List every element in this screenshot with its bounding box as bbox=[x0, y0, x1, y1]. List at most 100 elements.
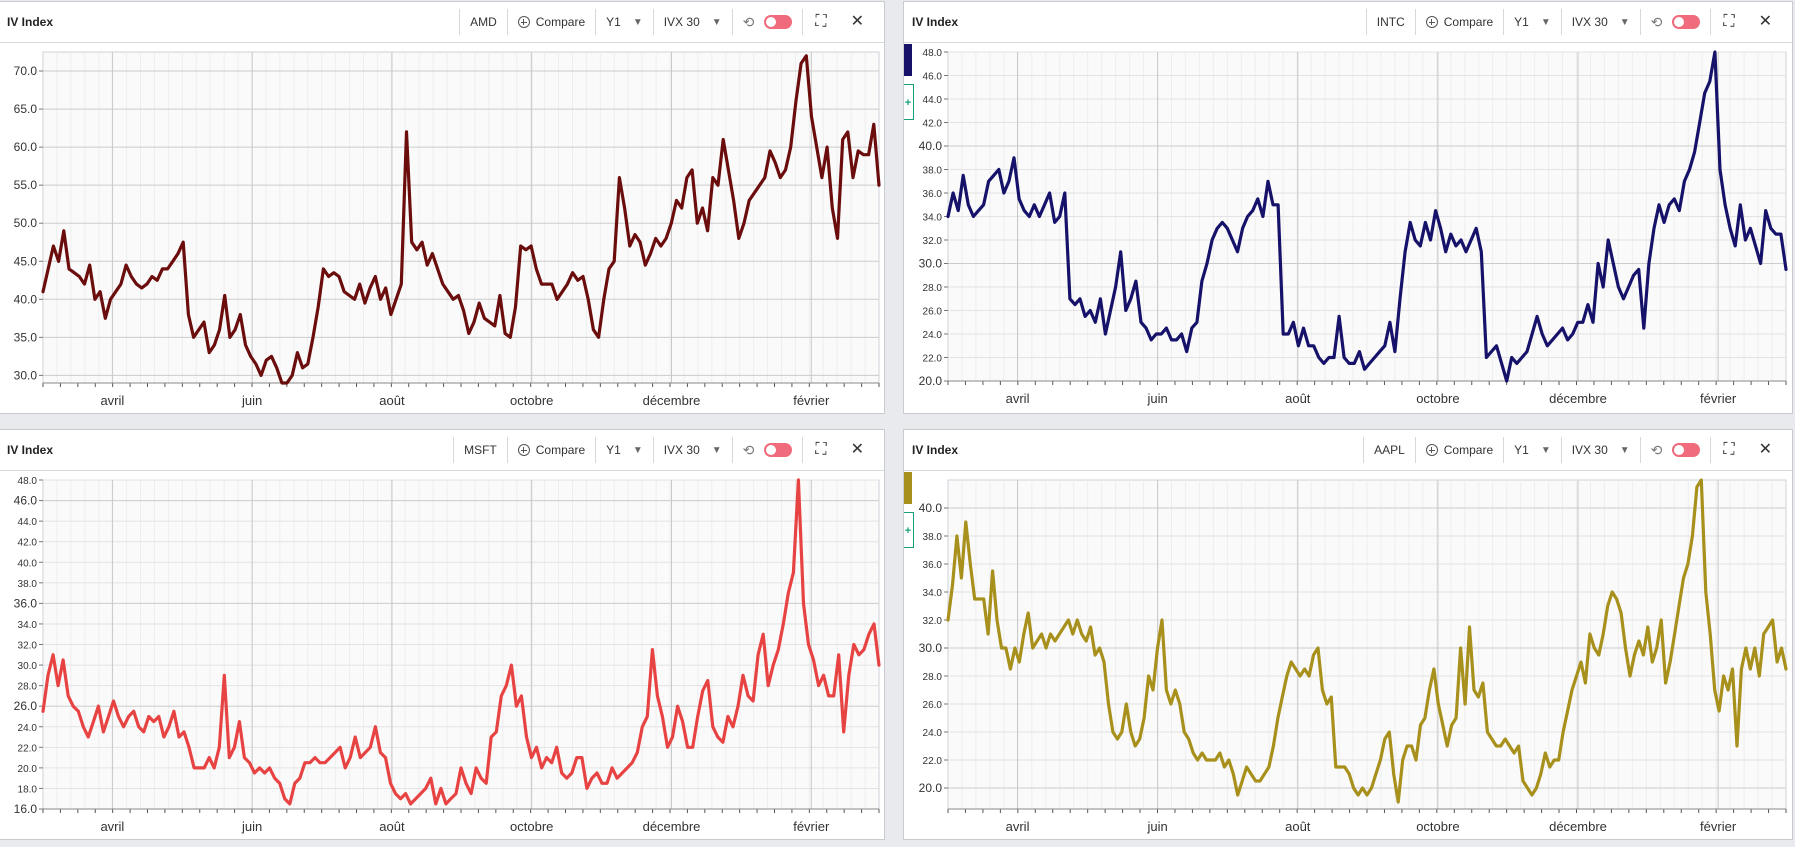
measure-dropdown[interactable]: IVX 30 ▼ bbox=[1560, 437, 1640, 463]
compare-button[interactable]: Compare bbox=[506, 9, 595, 35]
add-series-button[interactable]: + bbox=[904, 512, 914, 548]
fullscreen-icon[interactable]: ⛶ bbox=[802, 437, 838, 463]
compare-label: Compare bbox=[1443, 15, 1494, 29]
y-tick-label: 60.0 bbox=[14, 140, 38, 154]
chart-area: 30.0 35.0 40.0 45.0 50.0 55.0 60.0 65.0 70.0 avri… bbox=[14, 51, 881, 408]
y-tick-label: 45.0 bbox=[14, 254, 38, 268]
y-tick-label: 32.0 bbox=[923, 236, 943, 247]
x-tick-label: février bbox=[793, 393, 830, 408]
close-icon[interactable]: ✕ bbox=[850, 13, 864, 30]
x-tick-label: octobre bbox=[1416, 819, 1459, 834]
compare-label: Compare bbox=[1443, 443, 1494, 457]
y-tick-label: 30.0 bbox=[919, 257, 943, 271]
y-tick-label: 35.0 bbox=[14, 330, 38, 344]
panel-toolbar: AAPL Compare Y1 ▼ IVX 30 ▼ ⟲ ⛶ ✕ bbox=[1363, 437, 1784, 463]
period-dropdown[interactable]: Y1 ▼ bbox=[1503, 437, 1561, 463]
toggle-switch[interactable] bbox=[1672, 443, 1701, 457]
y-tick-label: 20.0 bbox=[919, 374, 943, 388]
chart-panel-msft: IV Index MSFT Compare Y1 ▼ IVX 30 ▼ ⟲ ⛶ ✕ … bbox=[0, 429, 885, 840]
sync-off-icon: ⟲ bbox=[1650, 13, 1663, 30]
y-tick-label: 26.0 bbox=[923, 307, 943, 318]
y-tick-label: 28.0 bbox=[18, 682, 38, 693]
y-tick-label: 42.0 bbox=[18, 538, 38, 549]
series-line-aapl bbox=[946, 478, 1788, 804]
y-tick-label: 36.0 bbox=[14, 596, 38, 610]
y-tick-label: 48.0 bbox=[18, 476, 38, 487]
measure-dropdown[interactable]: IVX 30 ▼ bbox=[652, 437, 732, 463]
y-tick-label: 38.0 bbox=[923, 532, 943, 543]
panel-header: IV Index INTC Compare Y1 ▼ IVX 30 ▼ ⟲ ⛶ ✕ bbox=[904, 2, 1792, 43]
y-tick-label: 16.0 bbox=[14, 802, 38, 816]
toggle-switch[interactable] bbox=[764, 15, 793, 29]
compare-button[interactable]: Compare bbox=[1414, 9, 1503, 35]
x-tick-label: décembre bbox=[1549, 391, 1607, 406]
ticker-label[interactable]: AMD bbox=[459, 9, 507, 35]
panel-title: IV Index bbox=[912, 443, 959, 457]
measure-dropdown[interactable]: IVX 30 ▼ bbox=[1560, 9, 1640, 35]
panel-title: IV Index bbox=[7, 15, 54, 29]
sync-toggle-group[interactable]: ⟲ bbox=[1639, 9, 1711, 35]
x-tick-label: juin bbox=[241, 393, 262, 408]
x-tick-label: février bbox=[793, 819, 830, 834]
compare-button[interactable]: Compare bbox=[506, 437, 595, 463]
x-tick-label: août bbox=[1285, 819, 1311, 834]
y-tick-label: 32.0 bbox=[923, 616, 943, 627]
x-tick-label: décembre bbox=[643, 819, 701, 834]
x-tick-label: octobre bbox=[510, 819, 553, 834]
x-tick-label: octobre bbox=[510, 393, 553, 408]
y-tick-label: 28.0 bbox=[923, 672, 943, 683]
y-tick-label: 40.0 bbox=[14, 292, 38, 306]
y-tick-label: 40.0 bbox=[18, 558, 38, 569]
panel-header: IV Index MSFT Compare Y1 ▼ IVX 30 ▼ ⟲ ⛶ ✕ bbox=[0, 430, 884, 471]
ticker-label[interactable]: MSFT bbox=[453, 437, 507, 463]
x-tick-label: juin bbox=[241, 819, 262, 834]
fullscreen-icon[interactable]: ⛶ bbox=[802, 9, 838, 35]
period-value: Y1 bbox=[1514, 15, 1529, 29]
y-tick-label: 22.0 bbox=[18, 743, 38, 754]
measure-dropdown[interactable]: IVX 30 ▼ bbox=[652, 9, 732, 35]
sync-toggle-group[interactable]: ⟲ bbox=[731, 9, 803, 35]
toggle-switch[interactable] bbox=[1672, 15, 1701, 29]
chart-area: 20.0 22.0 24.0 26.0 28.0 30.0 32.0 34.0 36.0 38.0… bbox=[919, 48, 1788, 406]
y-tick-label: 26.0 bbox=[923, 700, 943, 711]
y-tick-label: 65.0 bbox=[14, 102, 38, 116]
add-series-button[interactable]: + bbox=[904, 84, 914, 120]
y-tick-label: 32.0 bbox=[18, 641, 38, 652]
y-tick-label: 22.0 bbox=[923, 756, 943, 767]
period-dropdown[interactable]: Y1 ▼ bbox=[1503, 9, 1561, 35]
close-icon[interactable]: ✕ bbox=[1758, 441, 1772, 458]
series-color-tab bbox=[904, 472, 912, 504]
measure-value: IVX 30 bbox=[663, 15, 700, 29]
x-tick-label: avril bbox=[100, 819, 124, 834]
toggle-switch[interactable] bbox=[764, 443, 793, 457]
sync-toggle-group[interactable]: ⟲ bbox=[1639, 437, 1711, 463]
chart-area: 20.0 22.0 24.0 26.0 28.0 30.0 32.0 34.0 36.0 38.0… bbox=[919, 478, 1788, 834]
x-tick-label: février bbox=[1700, 391, 1737, 406]
sync-toggle-group[interactable]: ⟲ bbox=[731, 437, 803, 463]
y-tick-label: 40.0 bbox=[919, 139, 943, 153]
fullscreen-icon[interactable]: ⛶ bbox=[1710, 9, 1746, 35]
close-icon[interactable]: ✕ bbox=[1758, 13, 1772, 30]
y-tick-label: 44.0 bbox=[923, 95, 943, 106]
period-dropdown[interactable]: Y1 ▼ bbox=[595, 9, 653, 35]
y-tick-label: 34.0 bbox=[923, 213, 943, 224]
close-icon[interactable]: ✕ bbox=[850, 441, 864, 458]
ticker-label[interactable]: AAPL bbox=[1363, 437, 1415, 463]
compare-plus-icon bbox=[1425, 16, 1438, 28]
compare-plus-icon bbox=[1425, 444, 1438, 456]
period-value: Y1 bbox=[1514, 443, 1529, 457]
fullscreen-icon[interactable]: ⛶ bbox=[1710, 437, 1746, 463]
series-line-intc bbox=[946, 50, 1788, 383]
y-tick-label: 24.0 bbox=[923, 728, 943, 739]
compare-button[interactable]: Compare bbox=[1414, 437, 1503, 463]
y-tick-label: 34.0 bbox=[923, 588, 943, 599]
y-tick-label: 38.0 bbox=[18, 579, 38, 590]
y-tick-label: 20.0 bbox=[919, 781, 943, 795]
y-tick-label: 20.0 bbox=[18, 764, 38, 775]
ticker-label[interactable]: INTC bbox=[1365, 9, 1415, 35]
panel-title: IV Index bbox=[7, 443, 54, 457]
series-line-amd bbox=[41, 54, 881, 385]
sync-off-icon: ⟲ bbox=[742, 441, 755, 458]
period-dropdown[interactable]: Y1 ▼ bbox=[595, 437, 653, 463]
y-tick-label: 46.0 bbox=[14, 494, 38, 508]
